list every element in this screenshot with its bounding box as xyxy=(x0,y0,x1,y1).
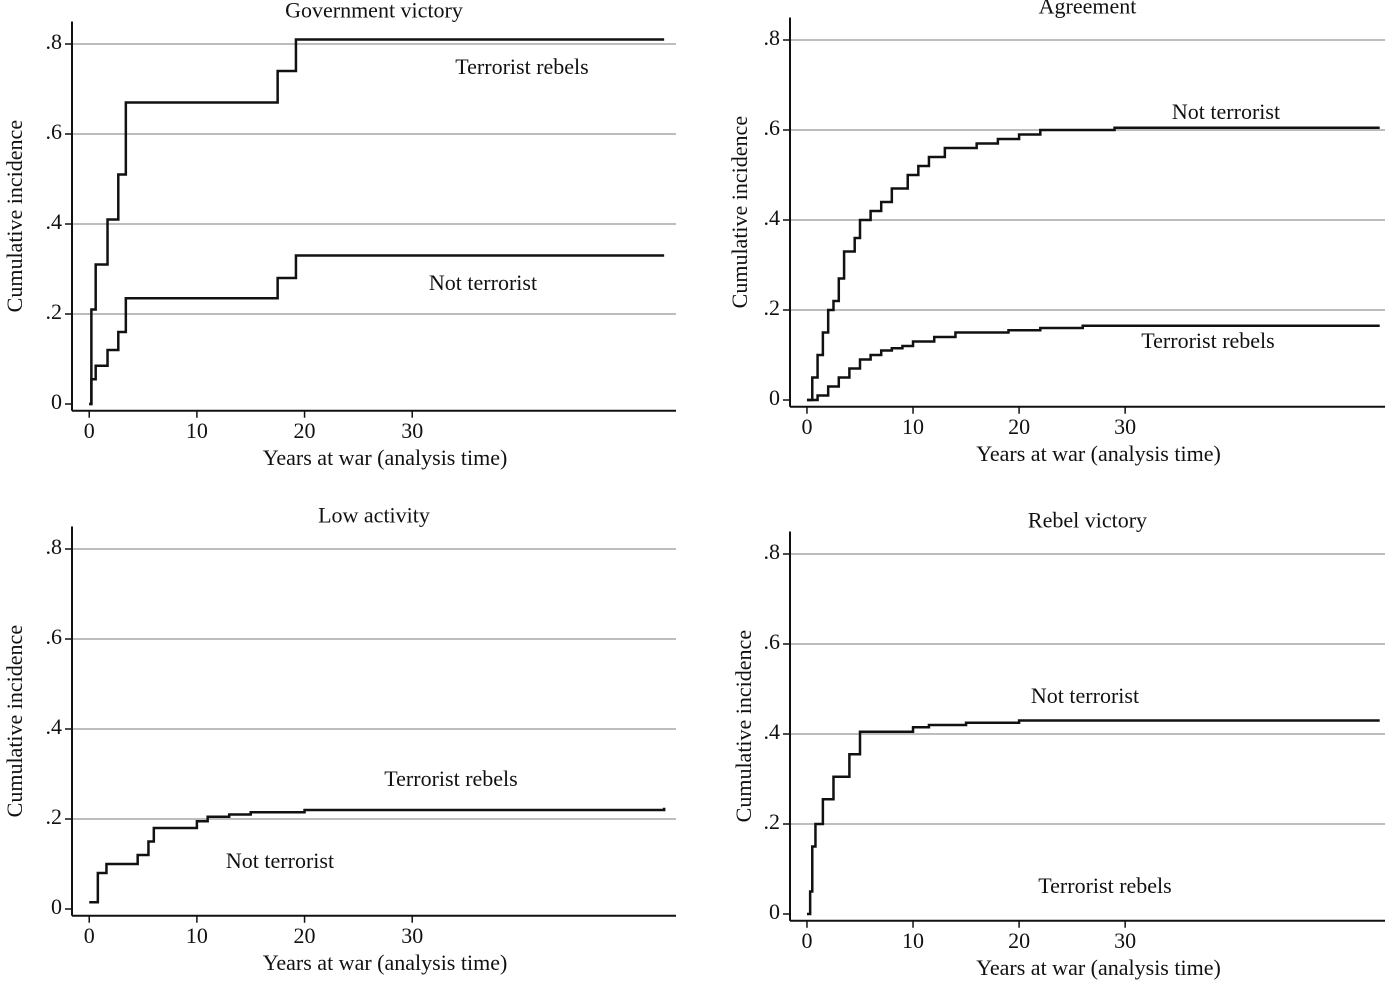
x-tick-label: 20 xyxy=(294,923,316,948)
y-tick-label: .2 xyxy=(46,804,63,829)
x-axis-label: Years at war (analysis time) xyxy=(976,441,1221,466)
series-label: Terrorist rebels xyxy=(384,766,517,791)
y-tick-label: .2 xyxy=(764,809,781,834)
x-tick-label: 10 xyxy=(186,923,208,948)
y-tick-label: .8 xyxy=(764,25,781,50)
y-tick-label: .6 xyxy=(46,624,63,649)
y-tick-label: .6 xyxy=(764,629,781,654)
step-curve xyxy=(806,719,1380,916)
step-curve xyxy=(89,38,665,406)
y-tick-label: 0 xyxy=(769,385,780,410)
annotation: Not terrorist xyxy=(226,848,334,873)
y-tick-label: .6 xyxy=(764,115,781,140)
y-tick-label: 0 xyxy=(51,894,62,919)
x-axis-label: Years at war (analysis time) xyxy=(263,445,508,470)
y-axis-label: Cumulative incidence xyxy=(727,116,752,308)
y-tick-label: 0 xyxy=(51,389,62,414)
x-tick-label: 30 xyxy=(1114,928,1136,953)
y-tick-label: .2 xyxy=(46,299,63,324)
y-tick-label: .4 xyxy=(764,719,781,744)
x-tick-label: 20 xyxy=(1008,928,1030,953)
panel-title: Government victory xyxy=(285,0,463,23)
y-tick-label: .6 xyxy=(46,119,63,144)
y-tick-label: .4 xyxy=(46,714,63,739)
series-label: Terrorist rebels xyxy=(1141,328,1274,353)
y-tick-label: .8 xyxy=(764,539,781,564)
x-tick-label: 30 xyxy=(401,418,423,443)
y-tick-label: .8 xyxy=(46,29,63,54)
panel-title: Rebel victory xyxy=(1028,508,1147,533)
x-tick-label: 30 xyxy=(1114,414,1136,439)
x-axis-label: Years at war (analysis time) xyxy=(263,950,508,975)
x-tick-label: 30 xyxy=(401,923,423,948)
step-curve xyxy=(89,807,666,904)
y-axis-label: Cumulative incidence xyxy=(731,630,756,822)
x-tick-label: 0 xyxy=(801,928,812,953)
series-label: Not terrorist xyxy=(1031,683,1139,708)
x-axis-label: Years at war (analysis time) xyxy=(976,955,1221,980)
y-axis-label: Cumulative incidence xyxy=(2,120,27,312)
x-tick-label: 10 xyxy=(186,418,208,443)
y-tick-label: .2 xyxy=(764,295,781,320)
x-tick-label: 20 xyxy=(1008,414,1030,439)
series-label: Not terrorist xyxy=(429,270,537,295)
x-tick-label: 0 xyxy=(84,418,95,443)
y-tick-label: .4 xyxy=(46,209,63,234)
panel-title: Low activity xyxy=(318,503,430,528)
series-label: Terrorist rebels xyxy=(455,54,588,79)
x-tick-label: 0 xyxy=(801,414,812,439)
y-axis-label: Cumulative incidence xyxy=(2,625,27,817)
step-curve xyxy=(806,126,1380,402)
y-tick-label: .4 xyxy=(764,205,781,230)
step-curve xyxy=(89,254,665,406)
y-tick-label: 0 xyxy=(769,899,780,924)
panel-title: Agreement xyxy=(1039,0,1137,19)
x-tick-label: 10 xyxy=(902,414,924,439)
series-label: Not terrorist xyxy=(1172,99,1280,124)
step-curve xyxy=(806,324,1380,402)
x-tick-label: 20 xyxy=(294,418,316,443)
annotation: Terrorist rebels xyxy=(1038,873,1171,898)
x-tick-label: 0 xyxy=(84,923,95,948)
x-tick-label: 10 xyxy=(902,928,924,953)
y-tick-label: .8 xyxy=(46,534,63,559)
